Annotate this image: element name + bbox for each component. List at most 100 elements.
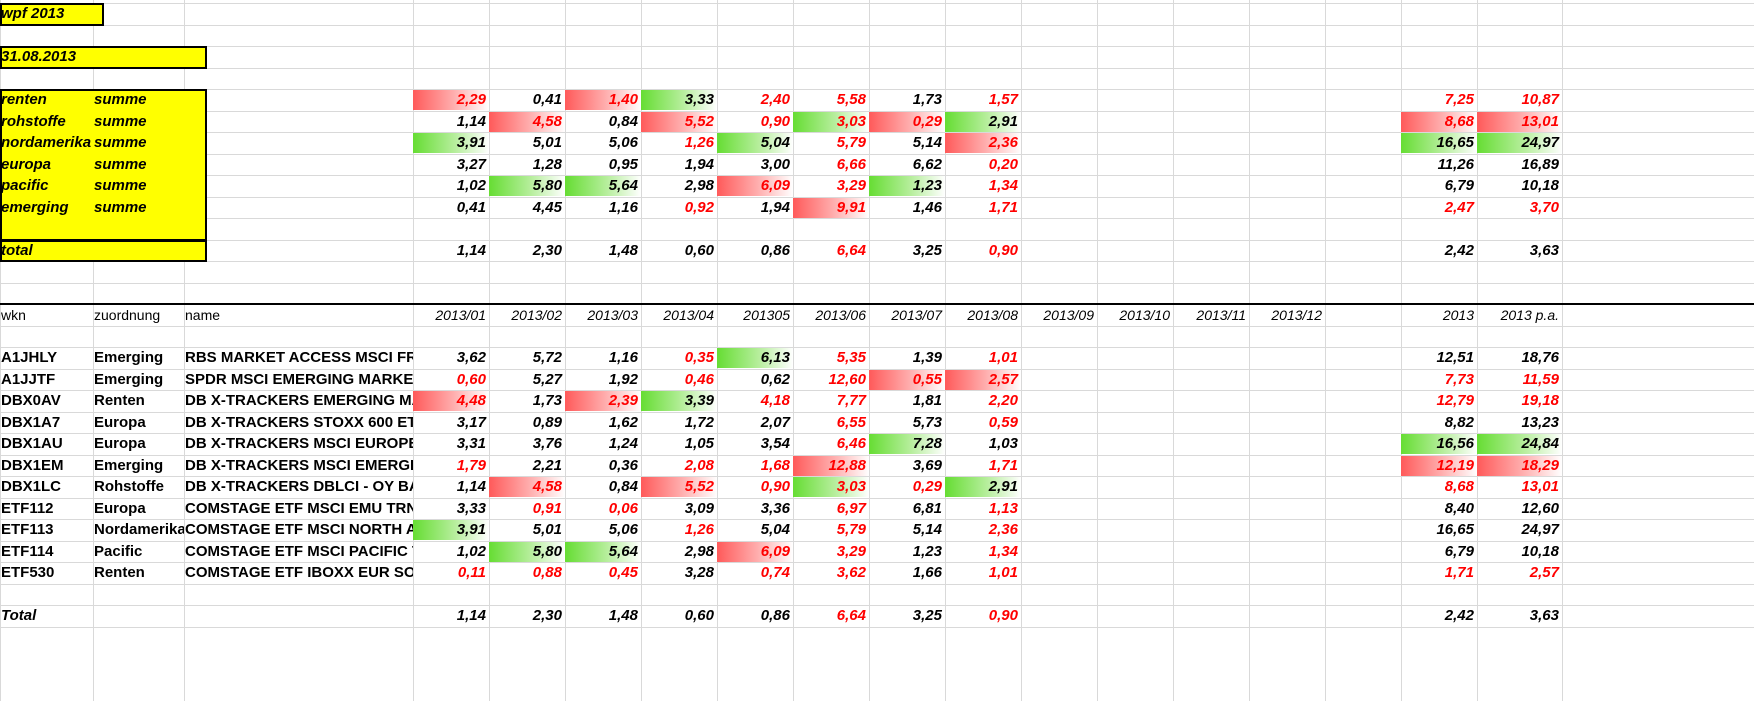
summary-pacific-value-m5[interactable]: 6,09 bbox=[717, 176, 793, 196]
fund-zuordnung[interactable]: Europa bbox=[94, 435, 146, 452]
summary-nordamerika-value-m8[interactable]: 2,36 bbox=[945, 133, 1021, 153]
bottom-total-value-m5[interactable]: 0,86 bbox=[760, 607, 790, 624]
summary-nordamerika-value-m5[interactable]: 5,04 bbox=[717, 133, 793, 153]
column-header-month[interactable]: 2013/12 bbox=[1271, 307, 1322, 323]
fund-wkn[interactable]: A1JJTF bbox=[1, 370, 56, 388]
fund-etf530-value-2013pa[interactable]: 2,57 bbox=[1529, 564, 1559, 581]
summary-pacific-value-m6[interactable]: 3,29 bbox=[836, 177, 866, 194]
bottom-total-value-m3[interactable]: 1,48 bbox=[608, 607, 638, 624]
fund-etf114-value-m3[interactable]: 5,64 bbox=[565, 541, 641, 562]
fund-dbx1au-value-m6[interactable]: 6,46 bbox=[836, 435, 866, 452]
fund-etf112-value-m7[interactable]: 6,81 bbox=[912, 499, 942, 517]
fund-etf112-value-m1[interactable]: 3,33 bbox=[456, 499, 486, 517]
fund-dbx0av-value-m2[interactable]: 1,73 bbox=[532, 392, 562, 409]
fund-dbx0av-value-m6[interactable]: 7,77 bbox=[836, 392, 866, 409]
fund-a1jhly-value-m6[interactable]: 5,35 bbox=[836, 349, 866, 366]
fund-dbx1em-value-m6[interactable]: 12,88 bbox=[793, 455, 869, 476]
column-header-month[interactable]: 2013/04 bbox=[663, 307, 714, 323]
summary-total-value-2013pa[interactable]: 3,63 bbox=[1529, 241, 1559, 259]
summary-europa-value-m2[interactable]: 1,28 bbox=[532, 155, 562, 173]
fund-wkn[interactable]: DBX1AU bbox=[1, 435, 63, 452]
summary-renten-value-m3[interactable]: 1,40 bbox=[565, 90, 641, 110]
summary-sublabel[interactable]: summe bbox=[94, 177, 147, 194]
fund-a1jjtf-value-2013[interactable]: 7,73 bbox=[1444, 370, 1474, 388]
summary-pacific-value-m2[interactable]: 5,80 bbox=[489, 176, 565, 196]
fund-dbx1au-value-m1[interactable]: 3,31 bbox=[456, 435, 486, 452]
fund-dbx1em-value-2013pa[interactable]: 18,29 bbox=[1477, 455, 1562, 476]
summary-europa-value-m1[interactable]: 3,27 bbox=[456, 155, 486, 173]
summary-renten-value-m2[interactable]: 0,41 bbox=[532, 91, 562, 108]
fund-a1jjtf-value-m5[interactable]: 0,62 bbox=[760, 370, 790, 388]
summary-nordamerika-value-m2[interactable]: 5,01 bbox=[532, 134, 562, 151]
fund-zuordnung[interactable]: Pacific bbox=[94, 542, 143, 560]
fund-name[interactable]: DB X-TRACKERS EMERGING MARKETS bbox=[185, 392, 413, 409]
summary-total-value-m7[interactable]: 3,25 bbox=[912, 241, 942, 259]
fund-name[interactable]: COMSTAGE ETF MSCI PACIFIC TRN bbox=[185, 542, 413, 560]
fund-zuordnung[interactable]: Europa bbox=[94, 499, 146, 517]
fund-etf114-value-m5[interactable]: 6,09 bbox=[717, 541, 793, 562]
summary-nordamerika-value-m1[interactable]: 3,91 bbox=[413, 133, 489, 153]
fund-dbx1lc-value-m1[interactable]: 1,14 bbox=[456, 478, 486, 495]
summary-rohstoffe-value-m5[interactable]: 0,90 bbox=[760, 112, 790, 130]
fund-dbx1em-value-m2[interactable]: 2,21 bbox=[532, 456, 562, 474]
fund-a1jjtf-value-2013pa[interactable]: 11,59 bbox=[1522, 370, 1559, 388]
fund-name[interactable]: COMSTAGE ETF MSCI EMU TRN bbox=[185, 499, 413, 517]
fund-etf530-value-m1[interactable]: 0,11 bbox=[457, 564, 486, 581]
fund-dbx0av-value-m7[interactable]: 1,81 bbox=[912, 392, 942, 409]
summary-pacific-value-2013pa[interactable]: 10,18 bbox=[1521, 177, 1559, 194]
fund-dbx1lc-value-m4[interactable]: 5,52 bbox=[641, 477, 717, 497]
fund-name[interactable]: COMSTAGE ETF MSCI NORTH AMERICA bbox=[185, 521, 413, 538]
summary-emerging-value-m5[interactable]: 1,94 bbox=[760, 198, 790, 216]
fund-etf113-value-m8[interactable]: 2,36 bbox=[988, 521, 1018, 538]
column-header-name[interactable]: name bbox=[185, 307, 221, 323]
fund-dbx1a7-value-2013pa[interactable]: 13,23 bbox=[1521, 413, 1559, 431]
fund-etf113-value-m2[interactable]: 5,01 bbox=[532, 521, 562, 538]
fund-dbx1a7-value-m1[interactable]: 3,17 bbox=[456, 413, 486, 431]
summary-sublabel[interactable]: summe bbox=[94, 91, 147, 108]
fund-dbx1em-value-2013[interactable]: 12,19 bbox=[1401, 455, 1477, 476]
summary-total-value-m8[interactable]: 0,90 bbox=[988, 241, 1018, 259]
fund-a1jhly-value-m1[interactable]: 3,62 bbox=[456, 349, 486, 366]
fund-zuordnung[interactable]: Rohstoffe bbox=[94, 478, 164, 495]
summary-europa-value-m4[interactable]: 1,94 bbox=[684, 155, 714, 173]
fund-a1jjtf-value-m6[interactable]: 12,60 bbox=[828, 370, 866, 388]
fund-zuordnung[interactable]: Europa bbox=[94, 413, 146, 431]
column-header-month[interactable]: 201305 bbox=[743, 307, 790, 323]
fund-dbx1au-value-m4[interactable]: 1,05 bbox=[684, 435, 714, 452]
fund-a1jjtf-value-m8[interactable]: 2,57 bbox=[945, 369, 1021, 390]
fund-zuordnung[interactable]: Renten bbox=[94, 564, 145, 581]
fund-zuordnung[interactable]: Renten bbox=[94, 392, 145, 409]
summary-pacific-value-m8[interactable]: 1,34 bbox=[988, 177, 1018, 194]
fund-name[interactable]: DB X-TRACKERS MSCI EMERGING bbox=[185, 456, 413, 474]
summary-total-label[interactable]: total bbox=[1, 241, 33, 259]
fund-etf112-value-2013pa[interactable]: 12,60 bbox=[1521, 499, 1559, 517]
fund-a1jjtf-value-m3[interactable]: 1,92 bbox=[608, 370, 638, 388]
summary-europa-value-m8[interactable]: 0,20 bbox=[988, 155, 1018, 173]
sheet-title[interactable]: wpf 2013 bbox=[1, 5, 65, 22]
fund-dbx1lc-value-m5[interactable]: 0,90 bbox=[760, 478, 790, 495]
column-header-month[interactable]: 2013/01 bbox=[435, 307, 486, 323]
fund-wkn[interactable]: ETF112 bbox=[1, 499, 54, 517]
summary-renten-value-m7[interactable]: 1,73 bbox=[912, 91, 942, 108]
fund-dbx1a7-value-2013[interactable]: 8,82 bbox=[1444, 413, 1474, 431]
summary-pacific-value-m7[interactable]: 1,23 bbox=[869, 176, 945, 196]
column-header-month[interactable]: 2013/09 bbox=[1043, 307, 1094, 323]
summary-renten-value-m8[interactable]: 1,57 bbox=[988, 91, 1018, 108]
fund-wkn[interactable]: ETF113 bbox=[1, 521, 54, 538]
fund-dbx1au-value-2013pa[interactable]: 24,84 bbox=[1477, 434, 1562, 454]
fund-a1jjtf-value-m7[interactable]: 0,55 bbox=[869, 369, 945, 390]
summary-renten-value-2013[interactable]: 7,25 bbox=[1444, 91, 1474, 108]
fund-etf112-value-m5[interactable]: 3,36 bbox=[760, 499, 790, 517]
fund-wkn[interactable]: DBX1EM bbox=[1, 456, 64, 474]
fund-zuordnung[interactable]: Emerging bbox=[94, 456, 164, 474]
summary-label-renten[interactable]: renten bbox=[1, 91, 47, 108]
fund-etf112-value-m4[interactable]: 3,09 bbox=[684, 499, 714, 517]
fund-dbx1lc-value-m8[interactable]: 2,91 bbox=[945, 477, 1021, 497]
fund-name[interactable]: DB X-TRACKERS STOXX 600 ETF bbox=[185, 413, 413, 431]
fund-a1jhly-value-m2[interactable]: 5,72 bbox=[532, 349, 562, 366]
bottom-total-value-m6[interactable]: 6,64 bbox=[836, 607, 866, 624]
fund-etf113-value-2013[interactable]: 16,65 bbox=[1436, 521, 1474, 538]
fund-etf113-value-2013pa[interactable]: 24,97 bbox=[1521, 521, 1559, 538]
fund-dbx1a7-value-m2[interactable]: 0,89 bbox=[532, 413, 562, 431]
fund-etf113-value-m4[interactable]: 1,26 bbox=[684, 521, 714, 538]
